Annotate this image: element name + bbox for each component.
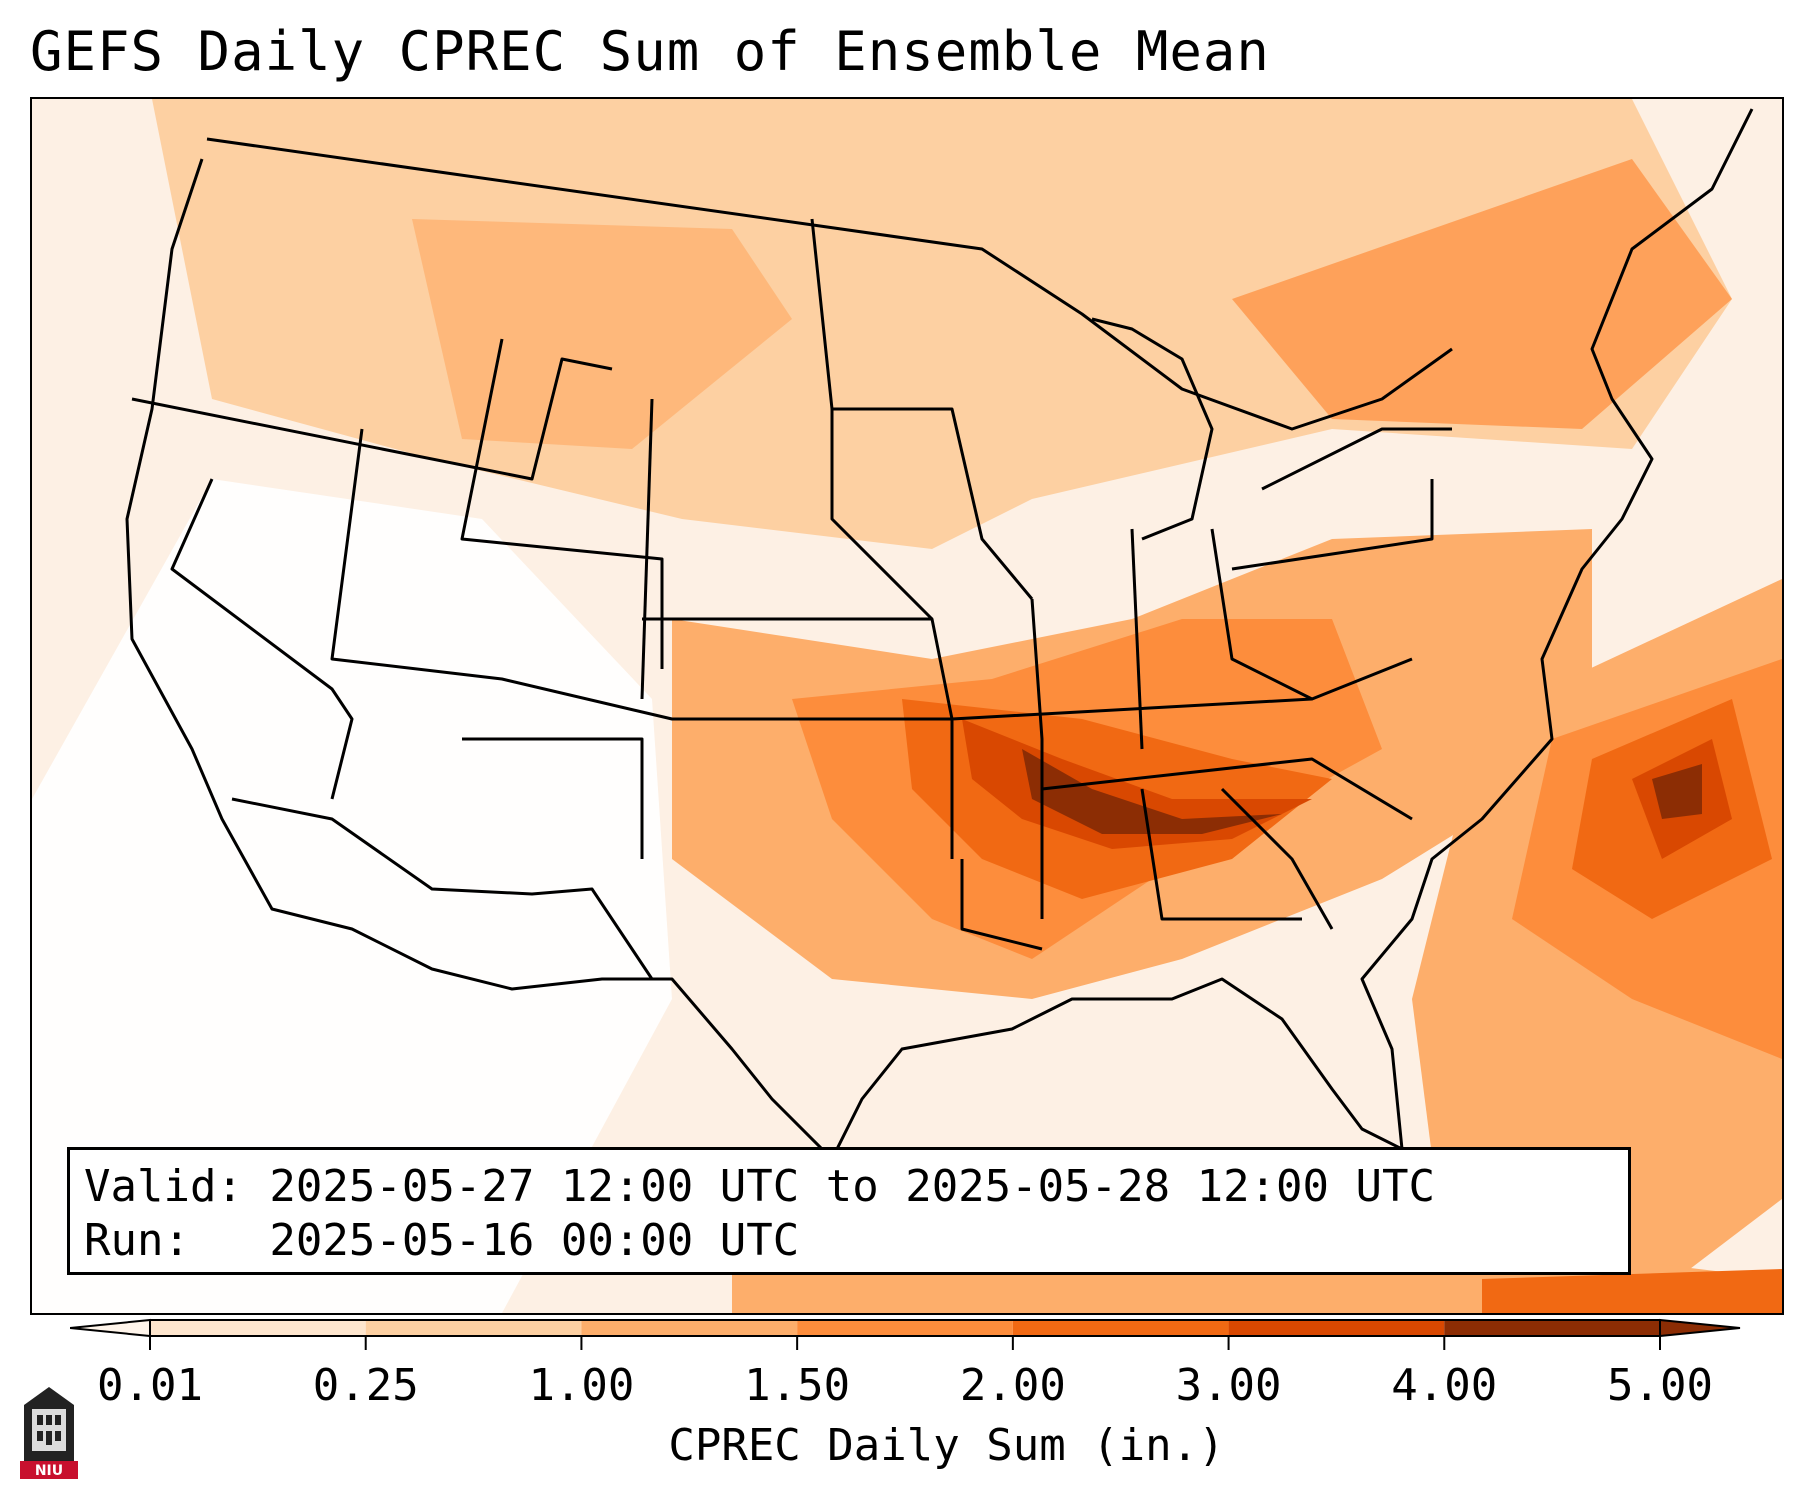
logo-banner: [20, 1461, 78, 1479]
precip-field: [32, 99, 1782, 1313]
colorbar-segment: [797, 1320, 1013, 1336]
colorbar-extend-low: [70, 1318, 151, 1338]
colorbar-segment: [1228, 1320, 1445, 1336]
colorbar-segment: [1012, 1320, 1229, 1336]
map-title: GEFS Daily CPREC Sum of Ensemble Mean: [30, 20, 1270, 83]
colorbar-tick-label: 2.00: [959, 1360, 1066, 1411]
colorbar-segments: [149, 1319, 1661, 1337]
colorbar-tick-label: 0.25: [312, 1360, 419, 1411]
colorbar-segment: [365, 1320, 582, 1336]
valid-run-info-box: Valid: 2025-05-27 12:00 UTC to 2025-05-2…: [67, 1147, 1631, 1275]
niu-logo-icon: NIU: [20, 1387, 78, 1479]
boundary-lines: [125, 108, 1754, 1161]
colorbar: [70, 1318, 1741, 1350]
colorbar-segment: [581, 1320, 798, 1336]
colorbar-tick-label: 1.50: [744, 1360, 851, 1411]
colorbar-segment: [1444, 1320, 1660, 1336]
precip-map: [32, 99, 1782, 1313]
map-panel: [30, 97, 1784, 1315]
colorbar-tick-label: 1.00: [528, 1360, 635, 1411]
colorbar-extend-high: [1659, 1318, 1741, 1338]
colorbar-ticks: [149, 1336, 1661, 1350]
colorbar-tick-label: 4.00: [1391, 1360, 1498, 1411]
colorbar-tick-label: 5.00: [1607, 1360, 1713, 1411]
colorbar-label: CPREC Daily Sum (in.): [668, 1420, 1225, 1471]
colorbar-tick-label: 3.00: [1175, 1360, 1282, 1411]
colorbar-tick-label: 0.01: [97, 1360, 203, 1411]
valid-time-text: Valid: 2025-05-27 12:00 UTC to 2025-05-2…: [84, 1161, 1436, 1212]
run-time-text: Run: 2025-05-16 00:00 UTC: [84, 1215, 800, 1266]
logo-text: NIU: [35, 1463, 63, 1479]
colorbar-segment: [150, 1320, 366, 1336]
